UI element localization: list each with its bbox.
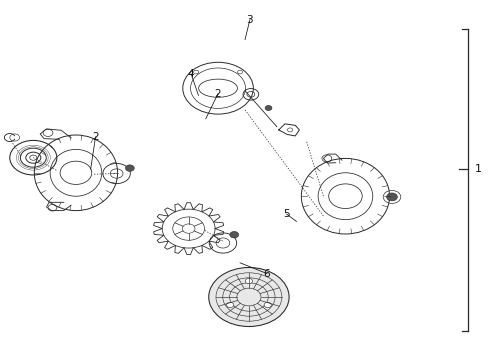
Text: 2: 2 <box>92 132 99 142</box>
Circle shape <box>226 302 234 308</box>
Circle shape <box>264 302 271 308</box>
Text: 4: 4 <box>188 69 195 79</box>
Text: 1: 1 <box>475 164 482 174</box>
Circle shape <box>125 165 134 171</box>
Text: 3: 3 <box>246 15 253 25</box>
Circle shape <box>209 267 289 327</box>
Circle shape <box>245 278 252 284</box>
Text: 5: 5 <box>283 209 290 219</box>
Circle shape <box>265 105 272 111</box>
Circle shape <box>230 231 239 238</box>
Text: 6: 6 <box>264 269 270 279</box>
Circle shape <box>387 193 397 201</box>
Text: 2: 2 <box>215 89 221 99</box>
